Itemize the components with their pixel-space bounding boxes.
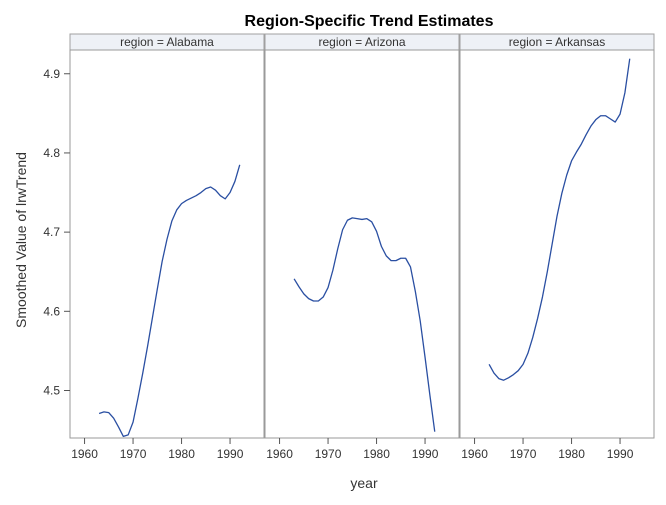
panel-header-label: region = Arizona	[318, 35, 405, 49]
y-tick-label: 4.5	[43, 383, 60, 397]
x-tick-label: 1980	[168, 447, 195, 461]
x-tick-label: 1990	[607, 447, 634, 461]
panel-header-label: region = Arkansas	[509, 35, 605, 49]
y-axis-label: Smoothed Value of lrwTrend	[13, 152, 29, 328]
panel-header-label: region = Alabama	[120, 35, 214, 49]
panel-3: region = Arkansas 1960 1970 1980 1990	[459, 33, 655, 461]
chart-title: Region-Specific Trend Estimates	[245, 13, 494, 30]
trend-line-3	[488, 58, 631, 381]
y-tick-label: 4.7	[43, 225, 60, 239]
panel-frame	[264, 49, 460, 439]
x-axis-label: year	[350, 475, 378, 491]
x-tick-label: 1960	[461, 447, 488, 461]
y-tick-label: 4.8	[43, 146, 60, 160]
panel-2: region = Arizona 1960 1970 1980 1990	[264, 33, 460, 461]
y-tick-label: 4.6	[43, 304, 60, 318]
trend-line-1	[98, 164, 241, 438]
panel-1: region = Alabama 1960 1970 1980 1990	[69, 33, 265, 461]
y-axis: 4.5 4.6 4.7 4.8 4.9	[43, 67, 70, 397]
x-tick-label: 1990	[412, 447, 439, 461]
x-tick-label: 1970	[510, 447, 537, 461]
x-tick-label: 1960	[71, 447, 98, 461]
x-tick-label: 1990	[217, 447, 244, 461]
panel-frame	[69, 49, 265, 439]
x-tick-label: 1980	[558, 447, 585, 461]
x-tick-label: 1980	[363, 447, 390, 461]
x-tick-label: 1960	[266, 447, 293, 461]
panel-frame	[459, 49, 655, 439]
y-tick-label: 4.9	[43, 67, 60, 81]
x-tick-label: 1970	[315, 447, 342, 461]
trend-line-2	[293, 217, 436, 432]
x-tick-label: 1970	[120, 447, 147, 461]
